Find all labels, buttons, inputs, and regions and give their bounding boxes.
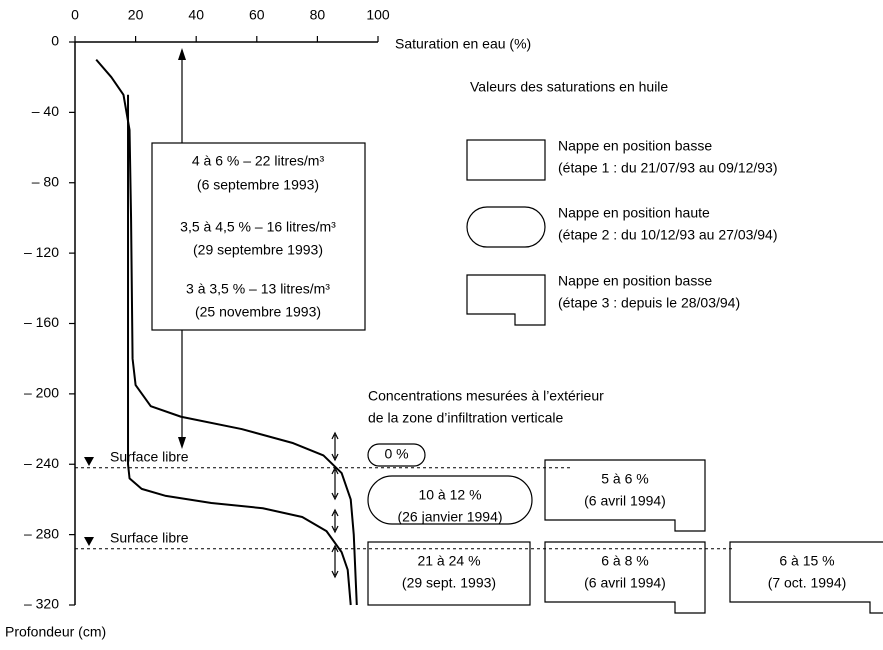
- legend-title: Valeurs des saturations en huile: [470, 79, 668, 95]
- y-tick-label: – 120: [24, 244, 59, 260]
- annotation-text: (29 septembre 1993): [193, 242, 323, 258]
- legend-text: Nappe en position basse: [558, 273, 712, 289]
- box-text: (26 janvier 1994): [397, 509, 502, 525]
- x-axis-label: Saturation en eau (%): [395, 36, 531, 52]
- x-tick-label: 60: [249, 7, 265, 23]
- annotation-text: 4 à 6 % – 22 litres/m³: [192, 153, 325, 169]
- legend-text: Nappe en position basse: [558, 138, 712, 154]
- y-tick-label: – 160: [24, 314, 59, 330]
- x-tick-label: 40: [188, 7, 204, 23]
- annotation-text: (25 novembre 1993): [195, 304, 321, 320]
- box-text: (6 avril 1994): [584, 575, 666, 591]
- x-tick-label: 80: [310, 7, 326, 23]
- box: [367, 541, 531, 606]
- y-tick-label: – 200: [24, 385, 59, 401]
- annotation-text: (6 septembre 1993): [197, 177, 319, 193]
- annotation-text: 3,5 à 4,5 % – 16 litres/m³: [180, 219, 336, 235]
- box-text: (6 avril 1994): [584, 493, 666, 509]
- box-text: 0 %: [384, 446, 408, 462]
- box: [544, 541, 706, 614]
- box-text: 6 à 8 %: [601, 553, 648, 569]
- box: [466, 139, 546, 181]
- box: [544, 459, 706, 532]
- y-tick-label: – 40: [32, 103, 59, 119]
- box-text: (29 sept. 1993): [402, 575, 496, 591]
- legend-text: (étape 2 : du 10/12/93 au 27/03/94): [558, 227, 778, 243]
- box: [367, 475, 533, 525]
- box-text: 5 à 6 %: [601, 471, 648, 487]
- outside-title: Concentrations mesurées à l’extérieur: [368, 388, 604, 404]
- box: [466, 206, 546, 248]
- box-text: 10 à 12 %: [418, 487, 481, 503]
- y-tick-label: – 280: [24, 525, 59, 541]
- water-table-markers: [84, 457, 94, 546]
- y-tick-label: – 80: [32, 173, 59, 189]
- legend-text: (étape 3 : depuis le 28/03/94): [558, 295, 740, 311]
- y-axis-label: Profondeur (cm): [5, 624, 106, 640]
- box: [466, 274, 546, 326]
- reference-label: Surface libre: [110, 448, 189, 464]
- curve: [95, 58, 358, 606]
- box-text: 21 à 24 %: [417, 553, 480, 569]
- box-text: (7 oct. 1994): [768, 575, 847, 591]
- legend-text: (étape 1 : du 21/07/93 au 09/12/93): [558, 160, 778, 176]
- x-tick-label: 0: [71, 7, 79, 23]
- outside-title: de la zone d’infiltration verticale: [368, 410, 564, 426]
- annotation-box: [151, 142, 366, 331]
- x-tick-label: 20: [128, 7, 144, 23]
- reference-label: Surface libre: [110, 529, 189, 545]
- box-text: 6 à 15 %: [779, 553, 834, 569]
- box: [367, 443, 426, 467]
- y-tick-label: 0: [51, 33, 59, 49]
- curve: [127, 94, 352, 606]
- y-tick-label: – 240: [24, 455, 59, 471]
- annotation-text: 3 à 3,5 % – 13 litres/m³: [186, 281, 330, 297]
- x-tick-label: 100: [366, 7, 390, 23]
- box: [729, 541, 883, 614]
- legend-text: Nappe en position haute: [558, 205, 710, 221]
- y-tick-label: – 320: [24, 596, 59, 612]
